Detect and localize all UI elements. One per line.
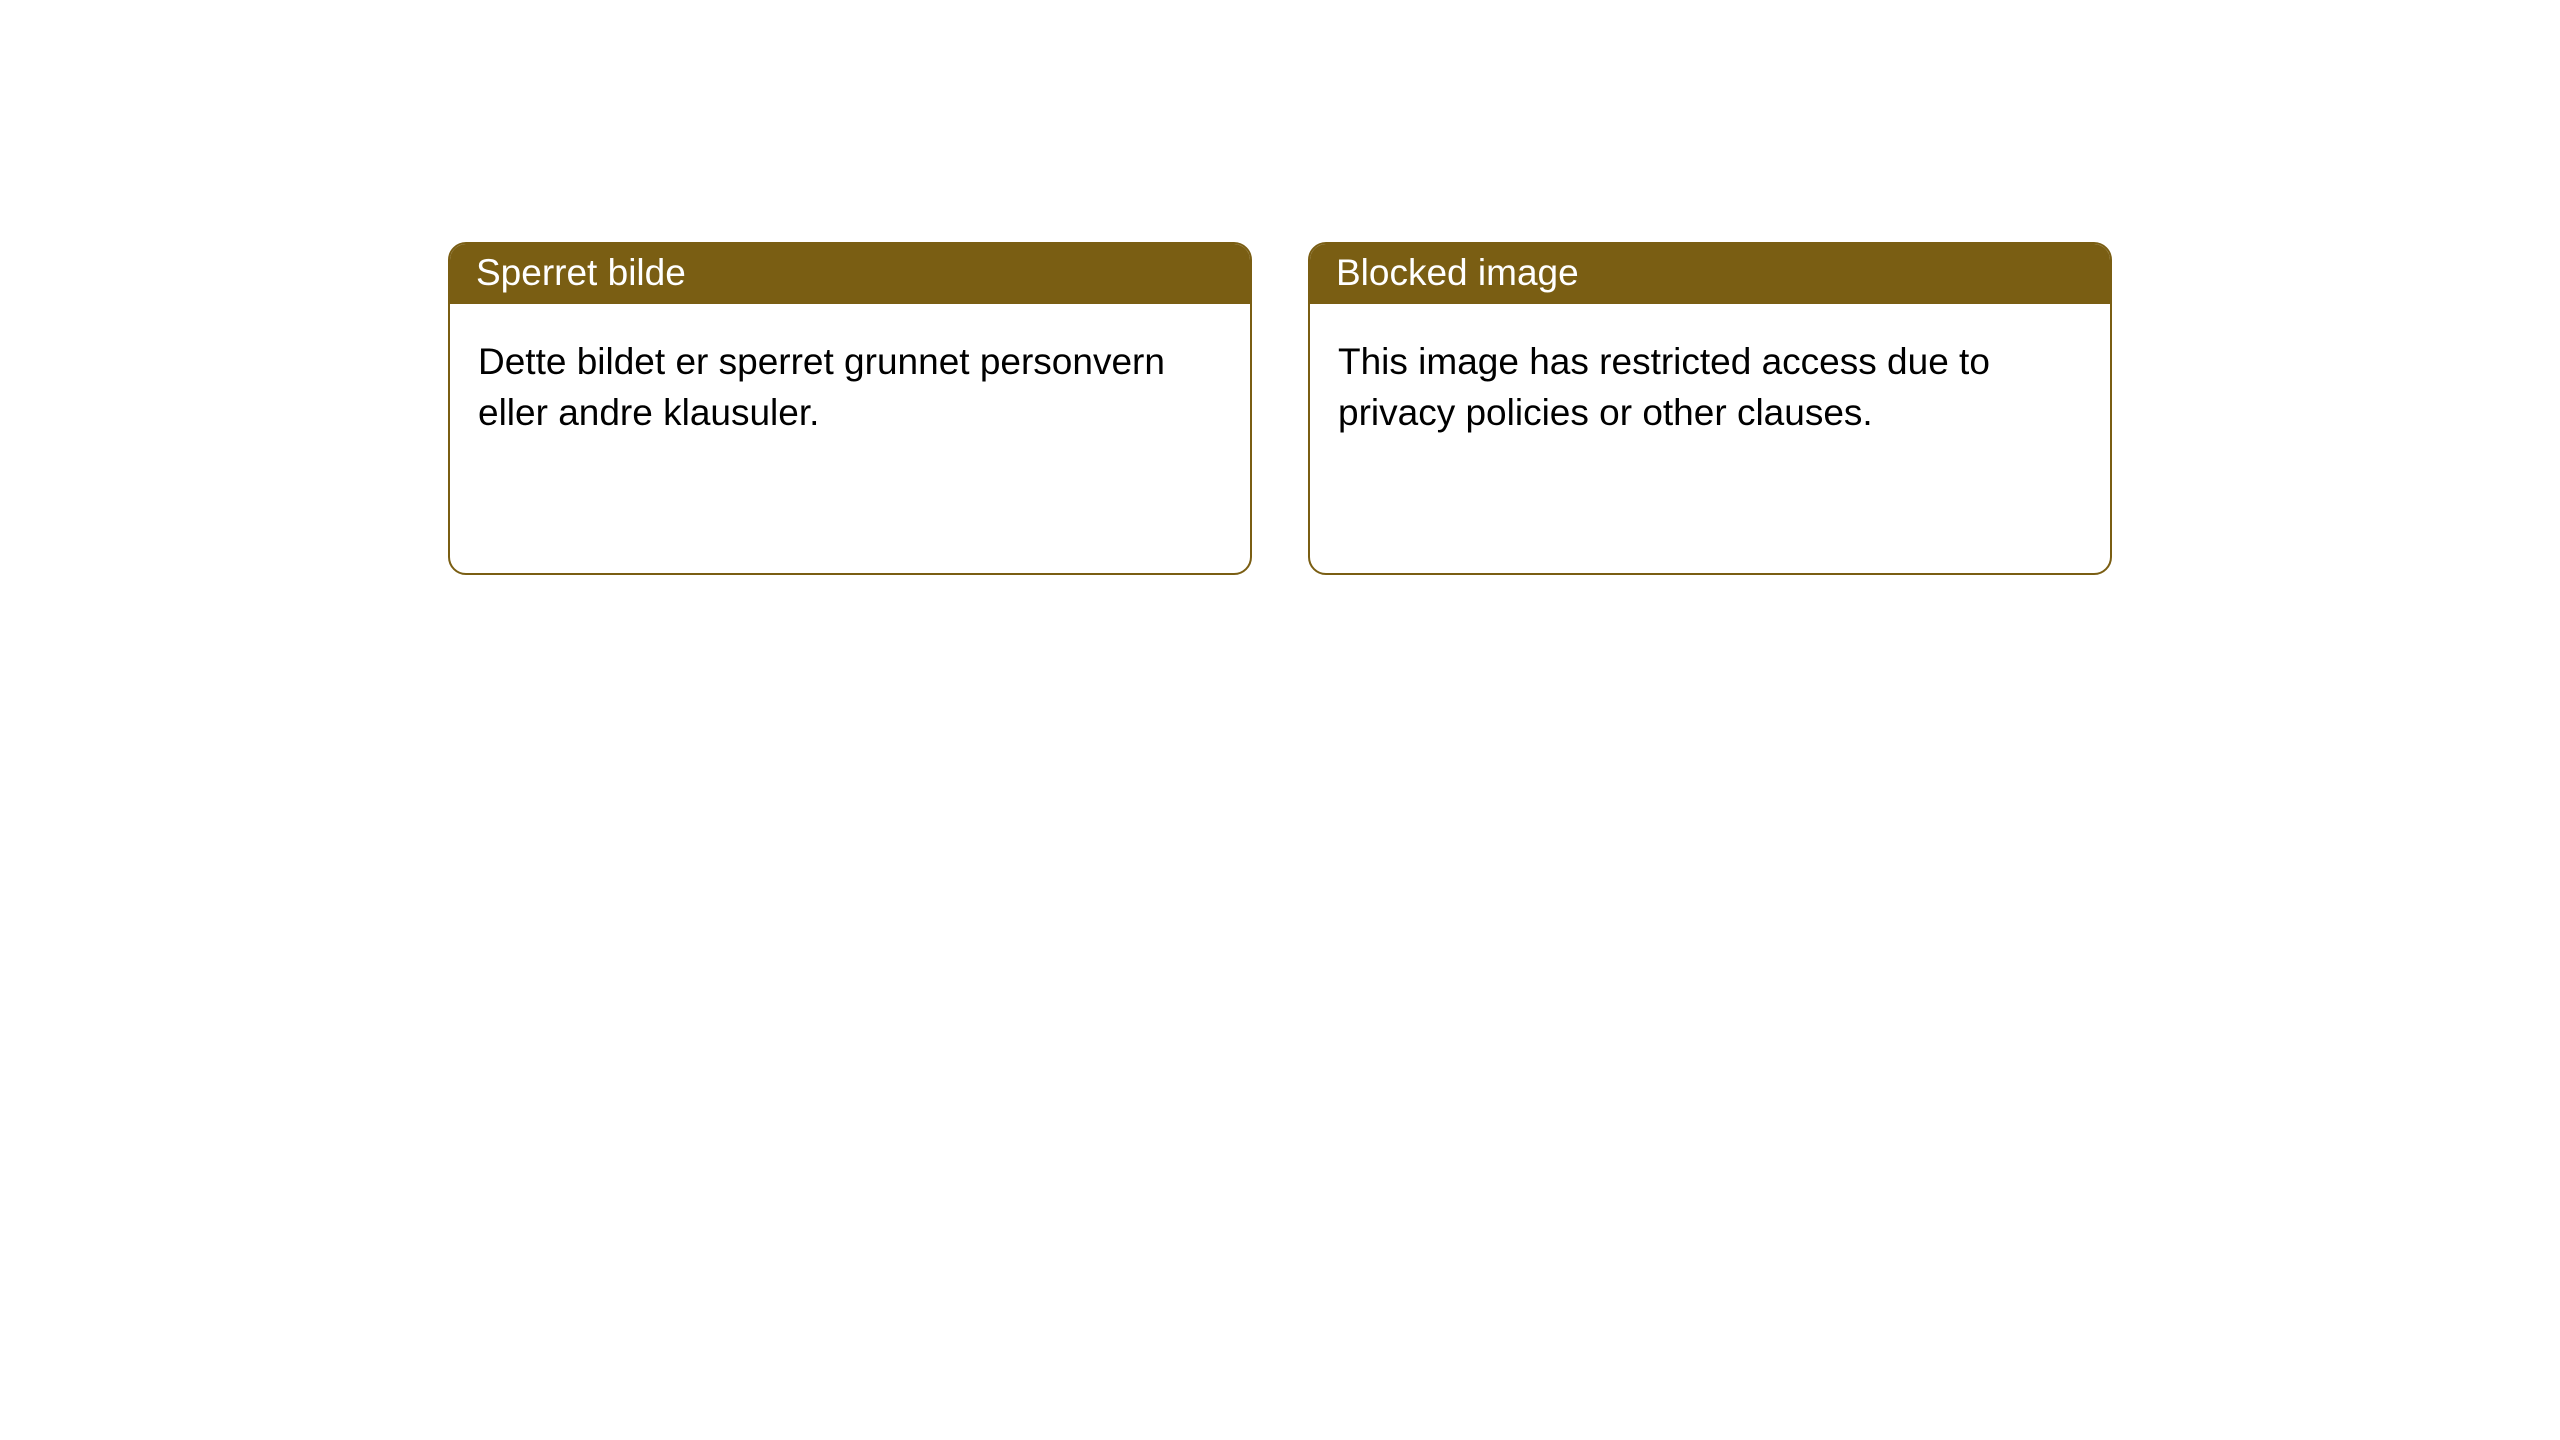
notice-card-english: Blocked image This image has restricted … [1308, 242, 2112, 575]
notice-title-english: Blocked image [1310, 244, 2110, 304]
notice-title-norwegian: Sperret bilde [450, 244, 1250, 304]
notice-container: Sperret bilde Dette bildet er sperret gr… [0, 0, 2560, 575]
notice-card-norwegian: Sperret bilde Dette bildet er sperret gr… [448, 242, 1252, 575]
notice-body-norwegian: Dette bildet er sperret grunnet personve… [450, 304, 1250, 470]
notice-body-english: This image has restricted access due to … [1310, 304, 2110, 470]
